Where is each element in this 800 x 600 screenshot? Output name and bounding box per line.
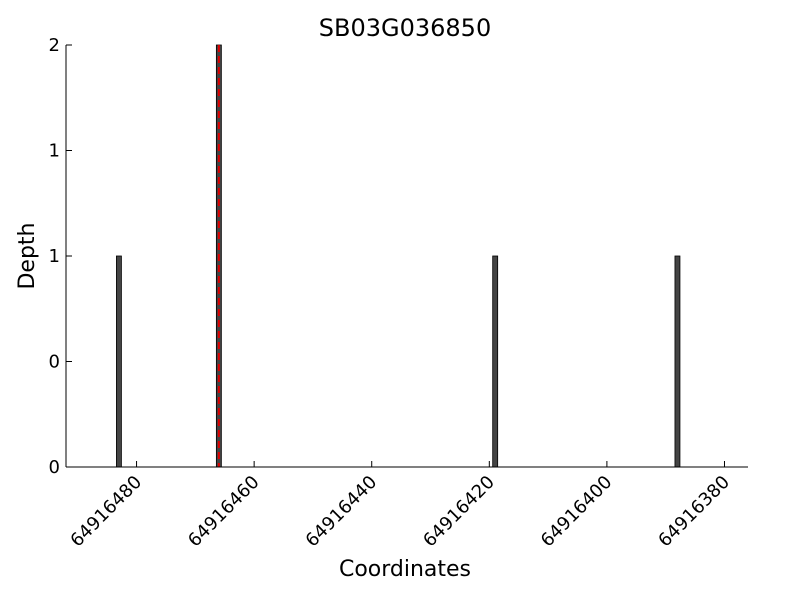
x-tick-label-5: 64916380 xyxy=(654,472,734,552)
plot-area: 0 0 1 1 2 64916480 64916460 64916440 64916420 649… xyxy=(49,35,748,551)
x-tick-label-0: 64916480 xyxy=(66,472,146,552)
x-tick-label-1: 64916460 xyxy=(184,472,264,552)
y-tick-label-4: 2 xyxy=(49,35,60,56)
bar-2 xyxy=(492,255,499,468)
x-tick-label-3: 64916420 xyxy=(419,472,499,552)
x-axis-label: Coordinates xyxy=(339,557,471,582)
y-tick-label-1: 0 xyxy=(49,352,60,373)
x-tick-label-4: 64916400 xyxy=(537,472,617,552)
y-tick-label-0: 0 xyxy=(49,457,60,478)
chart-title: SB03G036850 xyxy=(319,14,491,42)
y-axis-label: Depth xyxy=(15,222,40,289)
x-tick-label-2: 64916440 xyxy=(302,472,382,552)
y-tick-label-2: 1 xyxy=(49,246,60,267)
y-tick-label-3: 1 xyxy=(49,141,60,162)
bar-0 xyxy=(116,255,122,468)
bar-3 xyxy=(674,255,681,468)
